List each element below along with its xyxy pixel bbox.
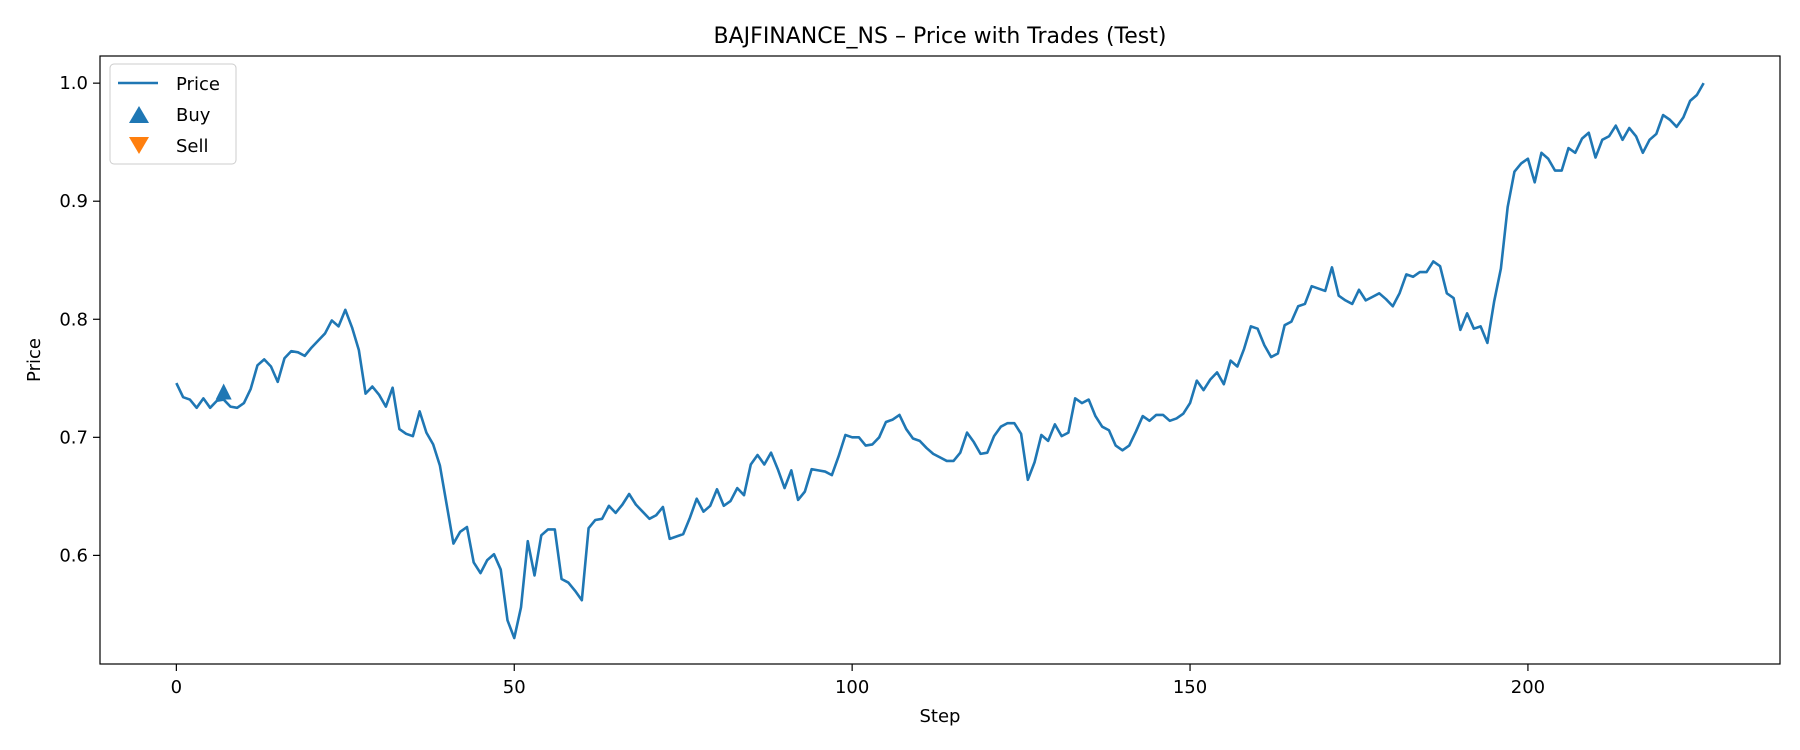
legend-sell-label: Sell <box>176 136 209 157</box>
y-tick-label: 0.8 <box>59 309 88 330</box>
y-tick-label: 0.7 <box>59 427 88 448</box>
x-tick-label: 50 <box>503 677 526 698</box>
y-tick-label: 0.6 <box>59 545 88 566</box>
chart-title: BAJFINANCE_NS – Price with Trades (Test) <box>714 24 1167 49</box>
buy-marker <box>215 383 232 400</box>
series-layer <box>175 82 1705 640</box>
x-tick-label: 150 <box>1173 677 1207 698</box>
plot-frame <box>99 55 1781 665</box>
y-tick-label: 0.9 <box>59 191 88 212</box>
x-tick-label: 100 <box>835 677 869 698</box>
legend-price-label: Price <box>176 74 220 95</box>
trade-markers <box>215 383 232 400</box>
y-axis-label: Price <box>24 338 45 382</box>
legend-buy-label: Buy <box>176 105 211 126</box>
legend-sell-icon <box>129 137 149 154</box>
legend-buy-icon <box>129 106 149 123</box>
x-tick-label: 200 <box>1511 677 1545 698</box>
y-tick-label: 1.0 <box>59 73 88 94</box>
axis-ticks: 0 50 100 150 200 0.6 0.7 0.8 0.9 1.0 <box>59 73 1545 698</box>
legend: Price Buy Sell <box>109 63 237 165</box>
plot-area <box>100 56 1780 664</box>
x-axis-label: Step <box>920 706 961 727</box>
x-tick-label: 0 <box>171 677 182 698</box>
price-line <box>175 82 1705 640</box>
